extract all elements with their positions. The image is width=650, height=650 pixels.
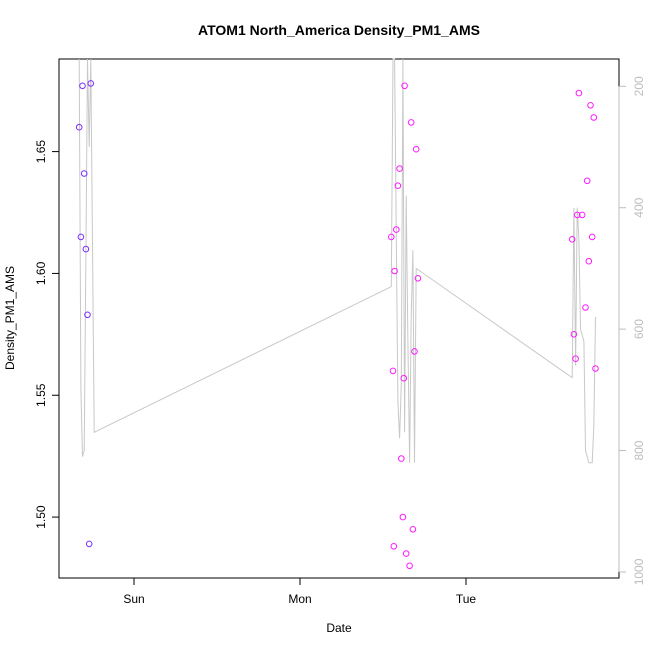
data-point (394, 182, 402, 189)
x-tick-label: Mon (288, 592, 311, 606)
y-tick-label: 1.65 (34, 140, 48, 164)
data-point (399, 513, 407, 521)
data-point (409, 526, 417, 533)
data-point (578, 211, 586, 219)
data-point (391, 267, 398, 275)
data-point (80, 170, 88, 177)
data-point (582, 304, 589, 311)
data-point (79, 82, 86, 90)
data-point (400, 374, 408, 382)
data-point (568, 236, 576, 243)
data-point (77, 233, 85, 241)
data-point (82, 245, 90, 253)
data-point (588, 233, 596, 241)
data-point (398, 455, 405, 462)
data-point (414, 275, 422, 282)
y2-tick-label: 800 (632, 440, 646, 460)
data-point (388, 233, 395, 241)
data-point (401, 82, 408, 90)
x-axis-label: Date (326, 621, 352, 635)
line-series-layer (78, 58, 596, 464)
data-point (570, 331, 578, 338)
data-point (393, 226, 400, 233)
data-point (592, 365, 599, 372)
data-point (87, 80, 95, 87)
data-point (75, 123, 83, 131)
data-point (575, 89, 583, 97)
y-tick-label: 1.60 (34, 261, 48, 285)
data-point (389, 367, 397, 375)
y2-tick-label: 600 (632, 319, 646, 339)
line-series (78, 58, 596, 464)
data-point (396, 165, 403, 172)
y2-tick-label: 200 (632, 76, 646, 96)
data-point (585, 257, 593, 265)
data-point (84, 311, 91, 319)
data-point (390, 543, 398, 550)
y2-tick-label: 400 (632, 197, 646, 217)
data-point (587, 102, 594, 109)
data-point (402, 550, 410, 557)
data-point (572, 355, 579, 363)
y-tick-label: 1.50 (34, 505, 48, 529)
x-tick-label: Sun (123, 592, 144, 606)
x-tick-label: Tue (456, 592, 477, 606)
data-point (583, 177, 591, 185)
data-point (412, 145, 420, 153)
data-point (407, 119, 415, 126)
data-point (590, 114, 598, 121)
y2-tick-label: 1000 (632, 558, 646, 585)
axes-layer: Sun Mon Tue 1.50 1.55 1.60 1.65 200 400 600 800 100… (34, 76, 646, 606)
chart-title: ATOM1 North_America Density_PM1_AMS (198, 22, 480, 38)
data-point (573, 211, 581, 219)
data-point (85, 540, 93, 548)
points-layer (75, 80, 599, 570)
y-axis-label: Density_PM1_AMS (3, 266, 17, 370)
data-point (411, 348, 418, 355)
y-tick-label: 1.55 (34, 383, 48, 407)
data-point (406, 562, 413, 570)
